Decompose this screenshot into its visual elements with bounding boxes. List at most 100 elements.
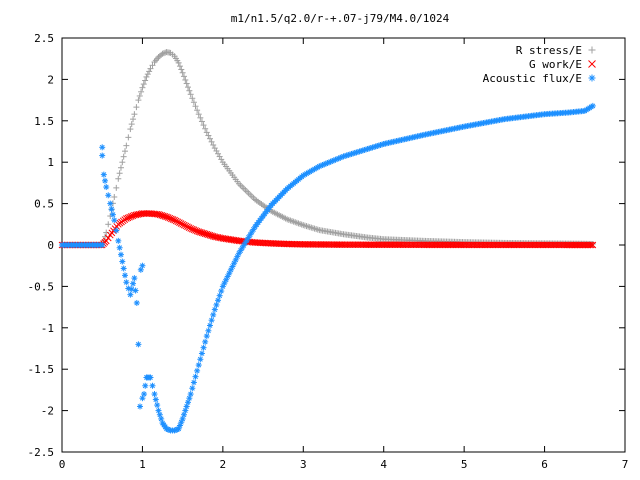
data-point-d2 <box>410 241 418 249</box>
data-point <box>138 88 145 95</box>
data-point <box>502 241 510 249</box>
data-point <box>182 76 189 83</box>
data-point-d2 <box>309 241 317 248</box>
data-point <box>198 350 205 357</box>
data-point-d2 <box>375 241 383 249</box>
data-point-d2 <box>472 241 479 249</box>
data-point-d2 <box>499 241 507 249</box>
data-point-d2 <box>462 241 470 249</box>
data-point <box>327 241 334 248</box>
data-point <box>390 241 397 249</box>
data-point-d2 <box>504 241 511 249</box>
data-point <box>152 396 159 403</box>
data-point <box>523 241 531 249</box>
data-point <box>525 241 532 249</box>
data-point-d2 <box>576 241 584 249</box>
y-tick-label: 1.5 <box>34 115 54 128</box>
data-point-d2 <box>332 241 339 248</box>
data-point-d2 <box>518 241 526 249</box>
data-point-d2 <box>141 391 147 397</box>
data-point-d2 <box>414 241 421 249</box>
data-point-d2 <box>154 402 160 408</box>
data-point-d2 <box>159 212 167 220</box>
data-point <box>130 116 137 123</box>
data-point <box>314 241 322 248</box>
data-point <box>393 241 400 249</box>
data-point-d2 <box>402 241 410 249</box>
data-point-d2 <box>436 241 444 249</box>
data-point-d2 <box>187 225 195 232</box>
data-point-d2 <box>476 241 484 249</box>
data-point-d2 <box>193 227 201 235</box>
data-point <box>338 241 346 249</box>
data-point <box>348 241 355 249</box>
data-point-d2 <box>563 241 571 249</box>
data-point-d2 <box>348 241 355 249</box>
data-point-d2 <box>562 241 569 249</box>
data-point <box>436 241 444 249</box>
data-point <box>380 241 388 249</box>
data-point-d2 <box>140 210 148 217</box>
data-point-d2 <box>542 241 550 249</box>
data-point-d2 <box>496 241 503 249</box>
data-point-d2 <box>130 281 136 287</box>
data-point-d2 <box>303 241 310 248</box>
data-point <box>140 210 148 217</box>
data-point-d2 <box>550 241 558 249</box>
data-point-d2 <box>105 192 111 198</box>
data-point-d2 <box>431 241 439 249</box>
data-point-d2 <box>404 241 412 249</box>
data-point-d2 <box>377 241 384 249</box>
data-point-d2 <box>198 229 206 237</box>
data-point <box>185 84 192 91</box>
data-point-d2 <box>158 212 166 219</box>
data-point <box>122 272 129 279</box>
data-point <box>283 240 291 248</box>
data-point <box>410 241 418 249</box>
data-point-d2 <box>320 241 328 248</box>
data-point <box>565 241 573 249</box>
data-point-d2 <box>390 241 397 249</box>
data-point-d2 <box>196 362 202 368</box>
data-point <box>205 132 212 139</box>
data-point <box>128 121 135 128</box>
data-point <box>438 241 445 249</box>
data-point <box>309 241 317 248</box>
data-point <box>483 241 491 249</box>
data-point <box>460 241 468 249</box>
data-point-d2 <box>439 241 447 249</box>
data-point-d2 <box>110 212 116 218</box>
data-point-d2 <box>362 241 370 249</box>
data-point-d2 <box>507 241 515 249</box>
data-point-d2 <box>188 391 194 397</box>
legend-marker <box>588 60 596 68</box>
data-point <box>454 241 462 249</box>
legend-marker <box>588 46 596 54</box>
data-point <box>133 104 140 111</box>
data-point-d2 <box>102 178 108 184</box>
data-point-d2 <box>343 241 351 249</box>
data-point-d2 <box>152 391 157 397</box>
data-point-d2 <box>480 241 487 249</box>
data-point-d2 <box>505 241 513 249</box>
data-point-d2 <box>109 206 115 212</box>
data-point-d2 <box>99 144 105 150</box>
data-point-d2 <box>528 241 536 249</box>
data-point <box>491 241 499 249</box>
data-point <box>579 241 587 249</box>
data-point-d2 <box>539 241 547 249</box>
data-point-d2 <box>340 241 347 249</box>
data-point-d2 <box>398 241 405 249</box>
data-point-d2 <box>156 211 164 219</box>
data-point <box>139 262 146 269</box>
data-point-d2 <box>99 153 105 159</box>
data-point <box>417 241 425 249</box>
data-point <box>180 221 188 229</box>
data-point <box>293 240 301 248</box>
data-point-d2 <box>483 241 491 249</box>
data-point <box>111 217 118 224</box>
data-point-d2 <box>557 241 565 249</box>
data-point-d2 <box>555 241 563 249</box>
data-point <box>341 241 349 249</box>
